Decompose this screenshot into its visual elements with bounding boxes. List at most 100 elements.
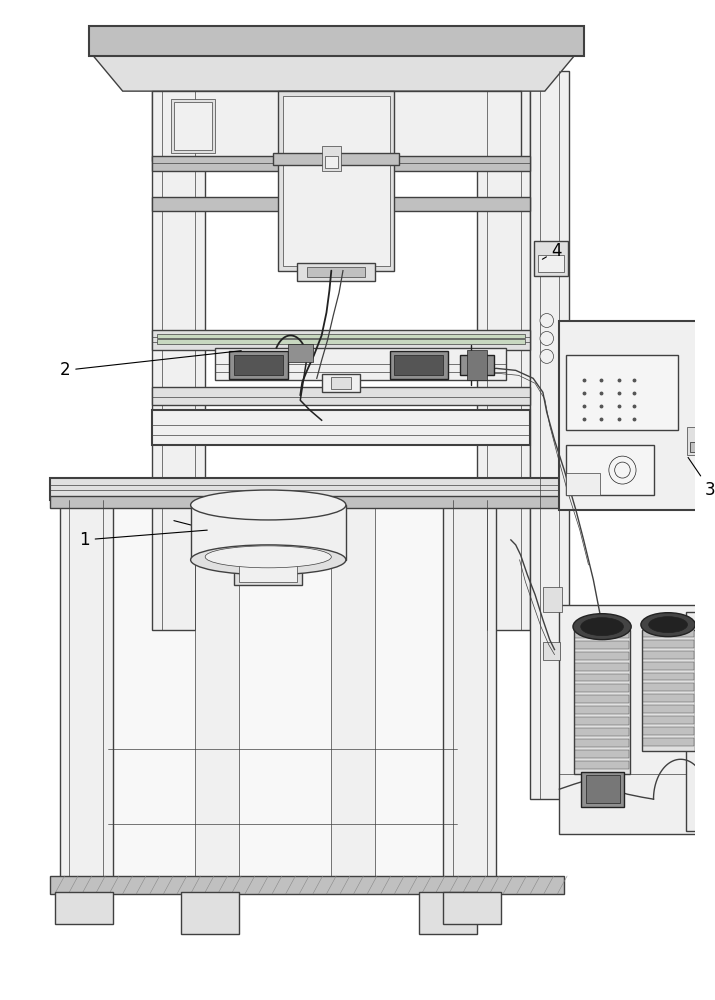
Bar [307,267,365,277]
Bar [574,630,630,774]
Ellipse shape [540,331,553,345]
Bar [531,71,569,799]
Bar [50,876,564,894]
Ellipse shape [191,490,346,520]
Bar [575,717,629,725]
Bar [586,775,619,803]
Bar [152,81,205,630]
Bar [643,640,694,648]
Bar [171,99,215,153]
Bar [575,728,629,736]
Bar [566,355,678,430]
Bar [643,705,694,713]
Bar [215,348,506,380]
Bar [575,652,629,660]
Bar [467,350,487,380]
Bar [575,750,629,758]
Bar [575,739,629,747]
Text: 2: 2 [59,351,241,379]
Bar [643,716,694,724]
Bar [341,99,385,153]
Bar [76,498,103,879]
Bar [50,478,564,500]
Bar [559,320,700,510]
Bar [50,496,564,508]
Bar [55,892,113,924]
Bar [395,355,443,375]
Bar [325,156,338,168]
Bar [331,377,351,389]
Bar [157,339,526,344]
Ellipse shape [573,614,631,640]
Bar [643,727,694,735]
Bar [575,641,629,649]
Bar [443,892,501,924]
Bar [534,241,568,276]
Bar [89,26,583,56]
Text: 4: 4 [543,242,562,260]
Bar [575,761,629,769]
Bar [152,156,531,171]
Text: 3: 3 [688,457,715,499]
Bar [278,91,395,271]
Bar [543,587,562,612]
Bar [691,442,698,452]
Bar [460,355,494,375]
Bar [344,102,382,150]
Bar [235,355,283,375]
Bar [181,892,239,934]
Bar [575,706,629,714]
Bar [174,102,212,150]
Ellipse shape [649,617,688,633]
Bar [566,445,654,495]
Bar [575,674,629,681]
Ellipse shape [191,545,346,575]
Ellipse shape [581,618,623,636]
Bar [643,738,694,746]
Bar [191,505,346,560]
Bar [283,96,390,266]
Bar [322,146,341,171]
Bar [643,651,694,659]
Bar [273,153,399,165]
Bar [643,673,694,680]
Bar [642,630,695,751]
Bar [566,473,600,495]
Bar [455,498,483,879]
Bar [581,772,624,807]
Bar [108,500,458,879]
Bar [390,351,448,379]
Bar [477,81,531,630]
Bar [157,334,526,338]
Bar [643,694,694,702]
Bar [152,197,531,211]
Bar [152,330,531,350]
Ellipse shape [540,314,553,327]
Bar [575,695,629,703]
Bar [152,91,521,161]
Bar [575,684,629,692]
Text: 1: 1 [79,530,207,549]
Bar [195,498,239,879]
Bar [543,642,561,660]
Bar [575,663,629,671]
Bar [230,351,287,379]
Ellipse shape [540,349,553,363]
Bar [152,387,531,405]
Bar [538,255,564,272]
Bar [297,263,375,281]
Bar [287,344,313,362]
Bar [235,557,302,585]
Bar [686,427,698,455]
Ellipse shape [205,546,331,568]
Ellipse shape [641,613,695,637]
Bar [239,560,297,582]
Bar [643,662,694,670]
Bar [322,374,360,392]
Bar [419,892,477,934]
Bar [331,498,375,879]
Bar [443,498,496,879]
Bar [643,683,694,691]
Bar [686,612,715,831]
Bar [643,629,694,637]
